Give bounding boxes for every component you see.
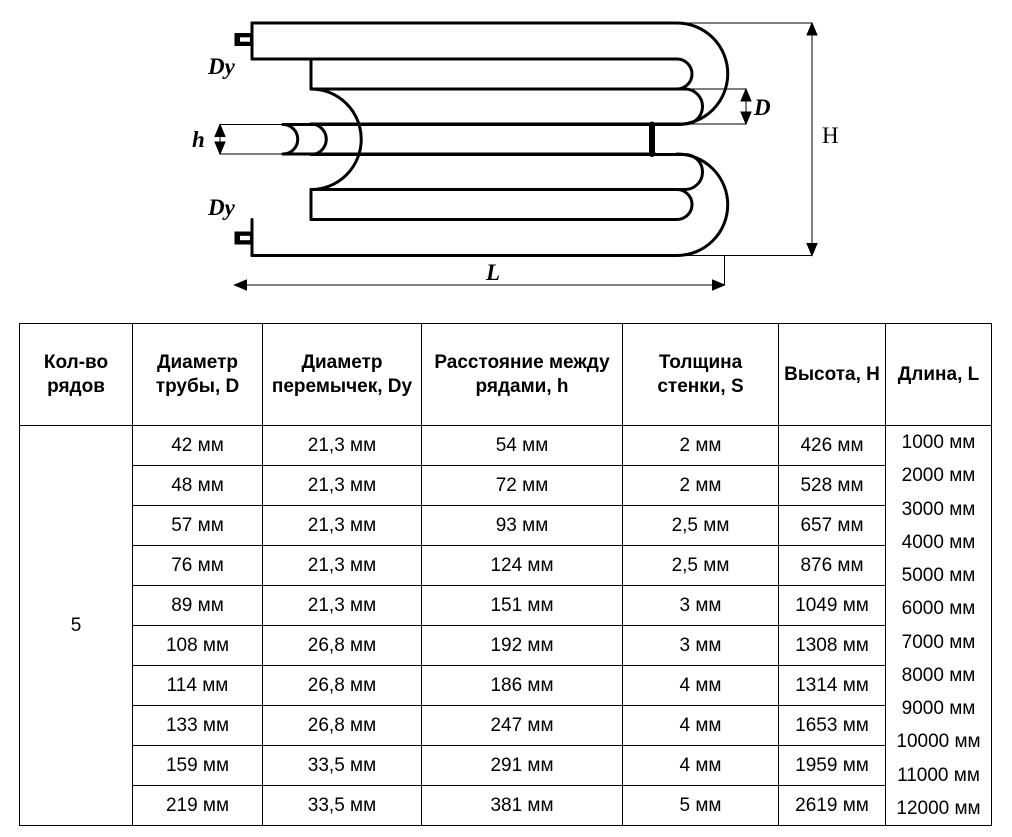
svg-text:h: h [192,127,205,152]
svg-text:H: H [822,123,839,148]
svg-text:Dy: Dy [207,54,236,79]
svg-text:D: D [753,95,771,120]
svg-text:L: L [485,260,500,285]
svg-text:Dy: Dy [207,195,236,220]
